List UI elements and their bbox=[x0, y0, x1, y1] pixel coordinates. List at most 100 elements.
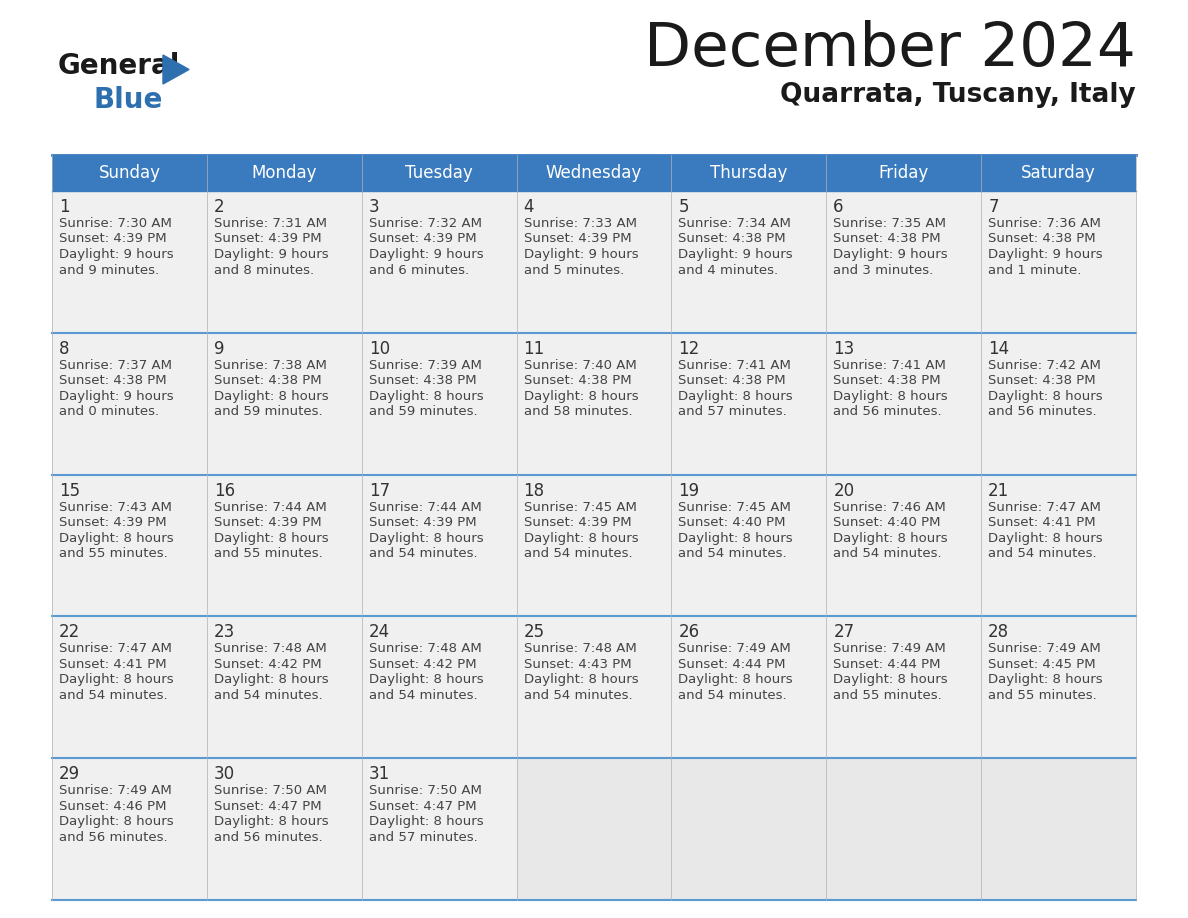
Text: Sunset: 4:38 PM: Sunset: 4:38 PM bbox=[59, 375, 166, 387]
Bar bbox=[981, 475, 1136, 616]
Text: and 54 minutes.: and 54 minutes. bbox=[59, 688, 168, 702]
Text: 15: 15 bbox=[59, 482, 80, 499]
Text: Sunset: 4:42 PM: Sunset: 4:42 PM bbox=[214, 658, 322, 671]
Text: Quarrata, Tuscany, Italy: Quarrata, Tuscany, Italy bbox=[781, 82, 1136, 108]
Text: 31: 31 bbox=[368, 766, 390, 783]
Text: Sunset: 4:44 PM: Sunset: 4:44 PM bbox=[833, 658, 941, 671]
Text: 7: 7 bbox=[988, 198, 999, 216]
Text: Sunset: 4:41 PM: Sunset: 4:41 PM bbox=[988, 516, 1095, 529]
Text: and 57 minutes.: and 57 minutes. bbox=[678, 406, 788, 419]
Text: Sunrise: 7:48 AM: Sunrise: 7:48 AM bbox=[368, 643, 481, 655]
Text: Sunset: 4:38 PM: Sunset: 4:38 PM bbox=[368, 375, 476, 387]
Text: 21: 21 bbox=[988, 482, 1010, 499]
Bar bbox=[981, 191, 1136, 333]
Text: Sunset: 4:39 PM: Sunset: 4:39 PM bbox=[524, 232, 631, 245]
Bar bbox=[52, 475, 207, 616]
Text: Daylight: 8 hours: Daylight: 8 hours bbox=[988, 390, 1102, 403]
Bar bbox=[981, 616, 1136, 758]
Text: Sunset: 4:38 PM: Sunset: 4:38 PM bbox=[988, 232, 1095, 245]
Text: Saturday: Saturday bbox=[1022, 164, 1097, 182]
Text: Daylight: 8 hours: Daylight: 8 hours bbox=[214, 815, 329, 828]
Text: Sunrise: 7:41 AM: Sunrise: 7:41 AM bbox=[833, 359, 946, 372]
Bar bbox=[827, 475, 981, 616]
Text: Sunrise: 7:39 AM: Sunrise: 7:39 AM bbox=[368, 359, 481, 372]
Text: Daylight: 9 hours: Daylight: 9 hours bbox=[678, 248, 794, 261]
Text: and 59 minutes.: and 59 minutes. bbox=[368, 406, 478, 419]
Text: Sunrise: 7:31 AM: Sunrise: 7:31 AM bbox=[214, 217, 327, 230]
Text: Daylight: 9 hours: Daylight: 9 hours bbox=[368, 248, 484, 261]
Text: Daylight: 9 hours: Daylight: 9 hours bbox=[59, 248, 173, 261]
Text: Sunrise: 7:33 AM: Sunrise: 7:33 AM bbox=[524, 217, 637, 230]
Text: and 54 minutes.: and 54 minutes. bbox=[524, 547, 632, 560]
Text: 24: 24 bbox=[368, 623, 390, 642]
Bar bbox=[207, 333, 361, 475]
Bar bbox=[361, 475, 517, 616]
Text: Sunset: 4:39 PM: Sunset: 4:39 PM bbox=[214, 232, 322, 245]
Text: Sunset: 4:38 PM: Sunset: 4:38 PM bbox=[678, 375, 786, 387]
Text: Sunset: 4:39 PM: Sunset: 4:39 PM bbox=[524, 516, 631, 529]
Text: Sunrise: 7:50 AM: Sunrise: 7:50 AM bbox=[368, 784, 481, 797]
Bar bbox=[517, 475, 671, 616]
Text: Sunset: 4:38 PM: Sunset: 4:38 PM bbox=[988, 375, 1095, 387]
Text: Sunset: 4:45 PM: Sunset: 4:45 PM bbox=[988, 658, 1095, 671]
Bar bbox=[671, 758, 827, 900]
Text: Sunset: 4:43 PM: Sunset: 4:43 PM bbox=[524, 658, 631, 671]
Text: and 3 minutes.: and 3 minutes. bbox=[833, 263, 934, 276]
Text: Daylight: 8 hours: Daylight: 8 hours bbox=[59, 532, 173, 544]
Bar bbox=[52, 616, 207, 758]
Text: 8: 8 bbox=[59, 340, 70, 358]
Text: Sunset: 4:39 PM: Sunset: 4:39 PM bbox=[59, 232, 166, 245]
Text: Daylight: 8 hours: Daylight: 8 hours bbox=[59, 674, 173, 687]
Text: and 5 minutes.: and 5 minutes. bbox=[524, 263, 624, 276]
Text: and 59 minutes.: and 59 minutes. bbox=[214, 406, 322, 419]
Text: Daylight: 9 hours: Daylight: 9 hours bbox=[833, 248, 948, 261]
Bar bbox=[981, 155, 1136, 191]
Text: Sunrise: 7:36 AM: Sunrise: 7:36 AM bbox=[988, 217, 1101, 230]
Bar bbox=[207, 191, 361, 333]
Text: 9: 9 bbox=[214, 340, 225, 358]
Text: 2: 2 bbox=[214, 198, 225, 216]
Text: 26: 26 bbox=[678, 623, 700, 642]
Bar bbox=[361, 191, 517, 333]
Text: 28: 28 bbox=[988, 623, 1010, 642]
Text: Sunrise: 7:38 AM: Sunrise: 7:38 AM bbox=[214, 359, 327, 372]
Text: 10: 10 bbox=[368, 340, 390, 358]
Text: Daylight: 8 hours: Daylight: 8 hours bbox=[368, 674, 484, 687]
Text: Daylight: 8 hours: Daylight: 8 hours bbox=[988, 674, 1102, 687]
Text: and 4 minutes.: and 4 minutes. bbox=[678, 263, 778, 276]
Text: Friday: Friday bbox=[879, 164, 929, 182]
Text: 14: 14 bbox=[988, 340, 1010, 358]
Text: and 56 minutes.: and 56 minutes. bbox=[833, 406, 942, 419]
Text: and 54 minutes.: and 54 minutes. bbox=[368, 688, 478, 702]
Text: Monday: Monday bbox=[252, 164, 317, 182]
Text: 17: 17 bbox=[368, 482, 390, 499]
Text: and 0 minutes.: and 0 minutes. bbox=[59, 406, 159, 419]
Text: Daylight: 8 hours: Daylight: 8 hours bbox=[368, 532, 484, 544]
Text: Daylight: 8 hours: Daylight: 8 hours bbox=[214, 674, 329, 687]
Text: Daylight: 8 hours: Daylight: 8 hours bbox=[988, 532, 1102, 544]
Text: Daylight: 9 hours: Daylight: 9 hours bbox=[524, 248, 638, 261]
Text: and 9 minutes.: and 9 minutes. bbox=[59, 263, 159, 276]
Bar bbox=[207, 155, 361, 191]
Bar bbox=[361, 616, 517, 758]
Text: Daylight: 8 hours: Daylight: 8 hours bbox=[214, 532, 329, 544]
Text: Daylight: 9 hours: Daylight: 9 hours bbox=[988, 248, 1102, 261]
Text: December 2024: December 2024 bbox=[644, 20, 1136, 79]
Bar bbox=[517, 191, 671, 333]
Bar bbox=[827, 155, 981, 191]
Text: 27: 27 bbox=[833, 623, 854, 642]
Text: and 54 minutes.: and 54 minutes. bbox=[833, 547, 942, 560]
Bar bbox=[671, 475, 827, 616]
Bar bbox=[827, 333, 981, 475]
Polygon shape bbox=[163, 55, 189, 84]
Text: 6: 6 bbox=[833, 198, 843, 216]
Text: Daylight: 8 hours: Daylight: 8 hours bbox=[524, 390, 638, 403]
Text: and 55 minutes.: and 55 minutes. bbox=[214, 547, 323, 560]
Bar bbox=[671, 191, 827, 333]
Text: Sunrise: 7:41 AM: Sunrise: 7:41 AM bbox=[678, 359, 791, 372]
Text: Thursday: Thursday bbox=[710, 164, 788, 182]
Text: Daylight: 8 hours: Daylight: 8 hours bbox=[524, 532, 638, 544]
Bar bbox=[827, 616, 981, 758]
Bar bbox=[361, 333, 517, 475]
Text: Daylight: 8 hours: Daylight: 8 hours bbox=[678, 390, 794, 403]
